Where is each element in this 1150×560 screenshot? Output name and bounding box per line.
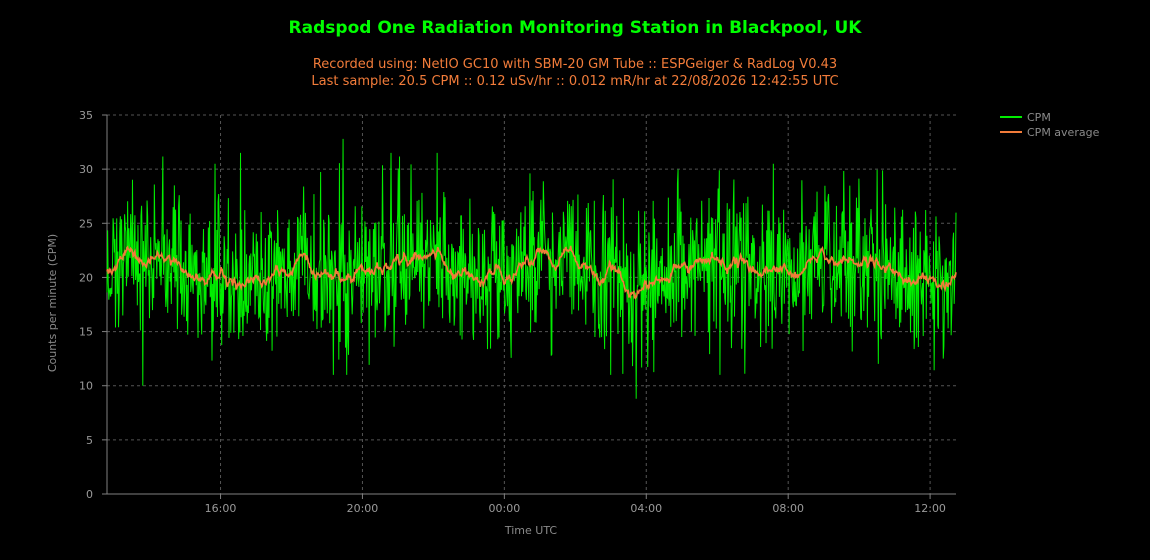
chart-subtitle-line-1: Recorded using: NetIO GC10 with SBM-20 G… bbox=[313, 57, 837, 72]
x-tick-label: 04:00 bbox=[630, 502, 662, 515]
y-tick-label: 25 bbox=[79, 217, 93, 230]
x-tick-label: 12:00 bbox=[914, 502, 946, 515]
plot-area bbox=[106, 138, 957, 399]
legend[interactable]: CPM CPM average bbox=[1000, 111, 1100, 139]
y-axis-label: Counts per minute (CPM) bbox=[46, 234, 59, 372]
y-tick-label: 35 bbox=[79, 109, 93, 122]
y-tick-label: 0 bbox=[86, 488, 93, 501]
y-tick-label: 15 bbox=[79, 326, 93, 339]
series-cpm-average-line bbox=[106, 245, 957, 300]
series-cpm-line bbox=[106, 138, 957, 399]
y-tick-label: 10 bbox=[79, 380, 93, 393]
x-tick-label: 16:00 bbox=[205, 502, 237, 515]
x-tick-label: 00:00 bbox=[489, 502, 521, 515]
y-tick-label: 5 bbox=[86, 434, 93, 447]
legend-label-cpm[interactable]: CPM bbox=[1027, 111, 1051, 124]
chart-title: Radspod One Radiation Monitoring Station… bbox=[289, 18, 863, 38]
chart-subtitle-line-2: Last sample: 20.5 CPM :: 0.12 uSv/hr :: … bbox=[311, 74, 838, 89]
axes bbox=[102, 114, 956, 499]
y-tick-label: 20 bbox=[79, 271, 93, 284]
x-tick-label: 08:00 bbox=[772, 502, 804, 515]
x-tick-label: 20:00 bbox=[347, 502, 379, 515]
tick-labels: 0 5 10 15 20 25 30 35 16:00 20:00 00:00 04:00 08:00 1… bbox=[79, 109, 946, 515]
y-tick-label: 30 bbox=[79, 163, 93, 176]
x-axis-label: Time UTC bbox=[504, 524, 558, 537]
legend-label-cpm-average[interactable]: CPM average bbox=[1027, 126, 1100, 139]
